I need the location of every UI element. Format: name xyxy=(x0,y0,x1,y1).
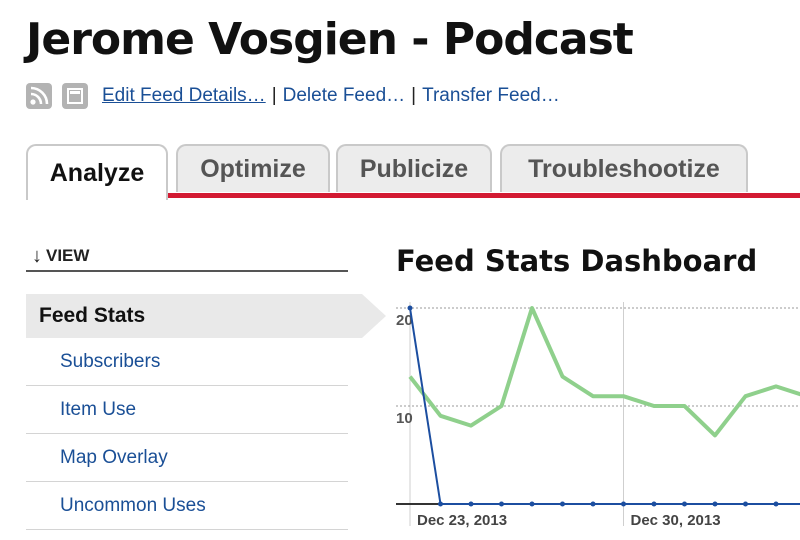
tab-analyze[interactable]: Analyze xyxy=(26,144,168,200)
series-line-views xyxy=(408,306,800,438)
data-point xyxy=(407,305,413,311)
sidebar-item-label: Feed Stats xyxy=(39,304,146,327)
data-point xyxy=(651,501,657,507)
sidebar-item-feed-stats[interactable]: Feed Stats xyxy=(26,294,386,338)
view-label: VIEW xyxy=(46,246,90,265)
delete-feed-link[interactable]: Delete Feed… xyxy=(282,85,406,106)
data-point xyxy=(560,501,565,507)
down-arrow-icon: ↓ xyxy=(32,244,42,267)
data-point xyxy=(682,501,687,507)
data-point xyxy=(743,501,748,507)
sidebar-item-uncommon-uses[interactable]: Uncommon Uses xyxy=(26,482,348,530)
sidebar-item-item-use[interactable]: Item Use xyxy=(26,386,348,434)
data-point xyxy=(499,501,504,507)
x-tick-label: Dec 23, 2013 xyxy=(417,512,507,529)
tab-optimize[interactable]: Optimize xyxy=(176,144,330,192)
data-point xyxy=(438,501,443,507)
series-line-subscribers xyxy=(409,307,800,505)
data-point xyxy=(590,501,596,507)
data-point xyxy=(773,501,779,507)
data-point xyxy=(621,501,626,507)
tab-publicize[interactable]: Publicize xyxy=(336,144,492,192)
y-tick-label: 10 xyxy=(396,410,413,427)
rss-feed-icon[interactable] xyxy=(26,83,52,109)
dashboard-title: Feed Stats Dashboard xyxy=(396,244,758,278)
view-header[interactable]: ↓ VIEW xyxy=(26,242,348,272)
feed-stats-chart[interactable]: 10 20 Dec 23, 2013 Dec 30, 2013 xyxy=(380,296,800,540)
feed-actions: Edit Feed Details… | Delete Feed… | Tran… xyxy=(26,82,560,110)
y-tick-label: 20 xyxy=(396,312,413,329)
feed-page-icon[interactable] xyxy=(62,83,88,109)
x-tick-label: Dec 30, 2013 xyxy=(631,512,721,529)
sidebar-item-subscribers[interactable]: Subscribers xyxy=(26,338,348,386)
data-point xyxy=(529,501,535,507)
action-separator: | xyxy=(271,85,277,106)
tab-underline xyxy=(168,193,800,198)
sidebar-nav: Subscribers Item Use Map Overlay Uncommo… xyxy=(26,338,348,530)
action-separator: | xyxy=(411,85,417,106)
data-point xyxy=(712,501,718,507)
main-tabs: Analyze Optimize Publicize Troubleshooti… xyxy=(26,144,800,200)
sidebar-item-map-overlay[interactable]: Map Overlay xyxy=(26,434,348,482)
selected-pointer xyxy=(362,294,386,338)
tab-troubleshootize[interactable]: Troubleshootize xyxy=(500,144,748,192)
edit-feed-link[interactable]: Edit Feed Details… xyxy=(102,85,266,106)
transfer-feed-link[interactable]: Transfer Feed… xyxy=(422,85,560,106)
data-point xyxy=(468,501,474,507)
page-title: Jerome Vosgien - Podcast xyxy=(26,14,634,65)
